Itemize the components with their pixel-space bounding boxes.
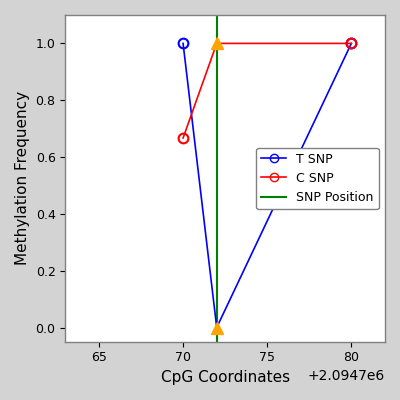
Legend: T SNP, C SNP, SNP Position: T SNP, C SNP, SNP Position: [256, 148, 379, 209]
Y-axis label: Methylation Frequency: Methylation Frequency: [15, 91, 30, 266]
X-axis label: CpG Coordinates: CpG Coordinates: [160, 370, 290, 385]
